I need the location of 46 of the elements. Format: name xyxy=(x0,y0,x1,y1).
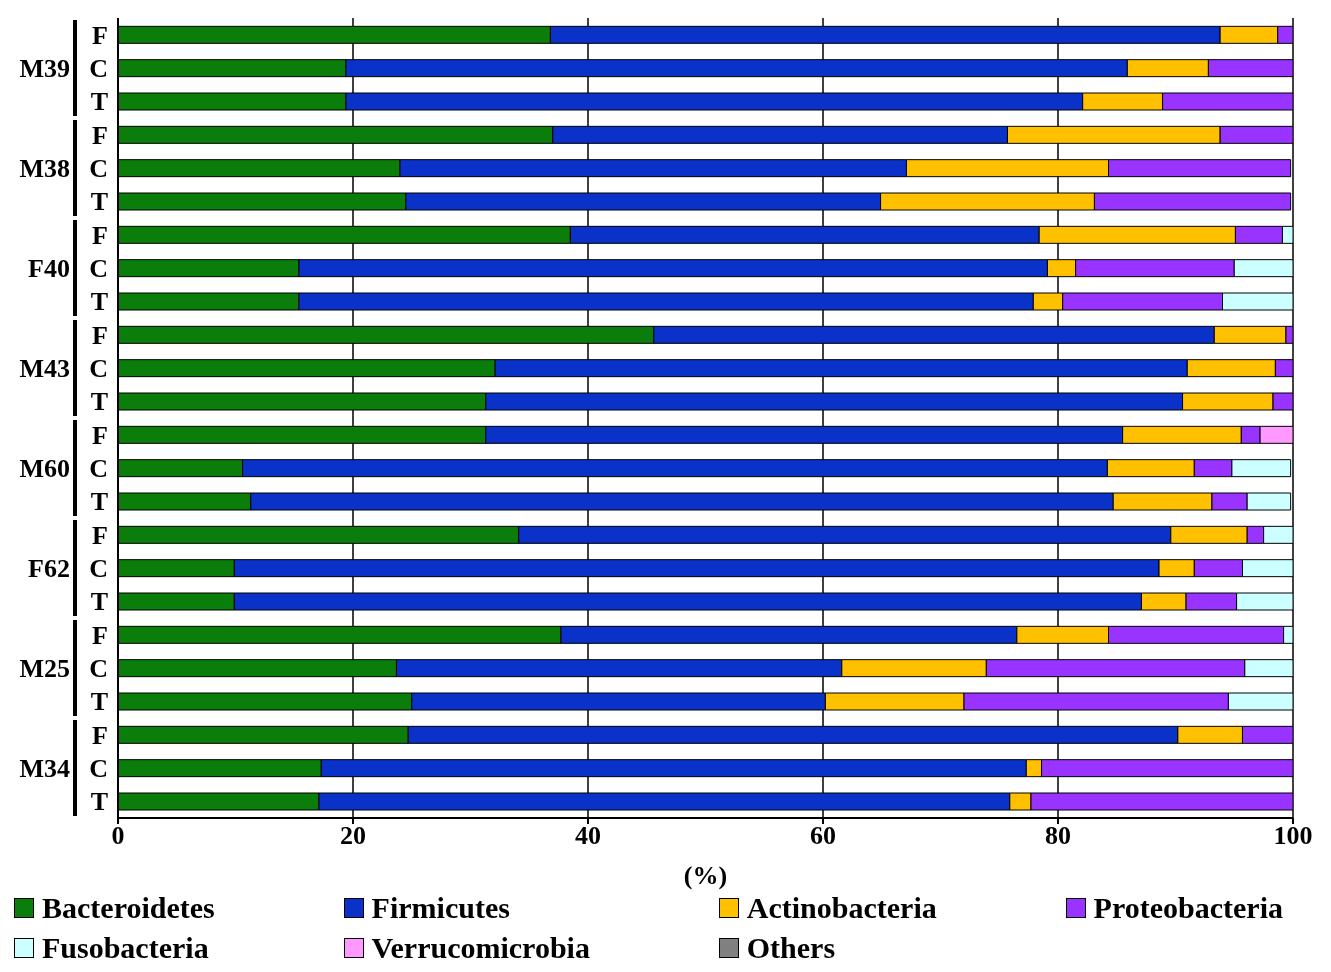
y-tick-label: C xyxy=(89,754,108,783)
y-tick-label: F xyxy=(92,20,108,50)
y-tick-label: F xyxy=(92,520,108,550)
y-tick-label: T xyxy=(90,687,108,717)
text: M39 xyxy=(19,54,70,83)
y-tick-label: C xyxy=(89,554,108,583)
y-tick-label: T xyxy=(90,87,108,117)
x-tick-label: 40 xyxy=(575,821,601,851)
y-tick-label: T xyxy=(90,287,108,317)
text: F40 xyxy=(28,254,70,283)
legend-label: Firmicutes xyxy=(371,890,510,926)
legend-label: Bacteroidetes xyxy=(42,890,215,926)
y-tick-label: F xyxy=(92,220,108,250)
y-tick-label: C xyxy=(89,254,108,283)
y-tick-label: C xyxy=(89,654,108,683)
x-tick-label: 0 xyxy=(111,821,125,851)
text: M60 xyxy=(19,454,70,483)
legend-label: Fusobacteria xyxy=(42,930,209,966)
y-tick-label: F xyxy=(92,120,108,150)
x-tick-label: 80 xyxy=(1045,821,1071,851)
text: M43 xyxy=(19,354,70,383)
x-axis-title: (%) xyxy=(683,861,728,890)
y-tick-label: T xyxy=(90,787,108,817)
y-tick-label: F xyxy=(92,720,108,750)
y-tick-label: T xyxy=(90,487,108,517)
y-tick-label: F xyxy=(92,420,108,450)
text: M34 xyxy=(19,754,70,783)
y-tick-label: T xyxy=(90,387,108,417)
y-tick-label: F xyxy=(92,620,108,650)
y-tick-label: F xyxy=(92,320,108,350)
legend-label: Others xyxy=(746,930,836,966)
x-tick-label: 20 xyxy=(340,821,366,851)
text: F62 xyxy=(28,554,70,583)
y-tick-label: T xyxy=(90,187,108,217)
text: M25 xyxy=(19,654,70,683)
x-tick-label: 60 xyxy=(810,821,836,851)
y-tick-label: C xyxy=(89,354,108,383)
legend-label: Verrucomicrobia xyxy=(371,930,590,966)
y-tick-label: C xyxy=(89,154,108,183)
legend-label: Proteobacteria xyxy=(1093,890,1283,926)
y-tick-label: C xyxy=(89,454,108,483)
y-tick-label: T xyxy=(90,587,108,617)
legend-label: Actinobacteria xyxy=(746,890,937,926)
x-tick-label: 100 xyxy=(1273,821,1313,851)
text: M38 xyxy=(19,154,70,183)
y-tick-label: C xyxy=(89,54,108,83)
